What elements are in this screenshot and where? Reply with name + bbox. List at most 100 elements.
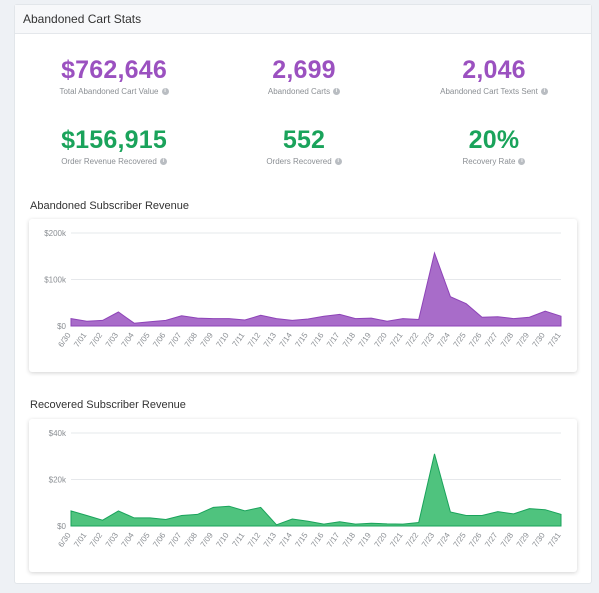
x-tick-label: 7/22 xyxy=(404,531,421,549)
x-tick-label: 7/01 xyxy=(72,531,89,549)
x-tick-label: 7/06 xyxy=(151,531,168,549)
x-tick-label: 7/05 xyxy=(135,531,152,549)
recovered-revenue-title: Recovered Subscriber Revenue xyxy=(30,399,186,411)
abandoned-revenue-chart-card: $0 $100k $200k 6/30 7/01 7/02 7/03 7/04 7/05 7/06… xyxy=(29,219,577,372)
x-tick-label: 7/03 xyxy=(104,531,121,549)
x-tick-label: 7/18 xyxy=(341,331,358,349)
stat-total-abandoned-cart-value: $762,646 Total Abandoned Cart Value i xyxy=(19,56,209,96)
info-icon[interactable]: i xyxy=(540,88,548,96)
x-tick-label: 6/30 xyxy=(56,331,73,349)
x-tick-label: 7/26 xyxy=(467,331,484,349)
x-tick-label: 7/23 xyxy=(420,331,437,349)
info-icon[interactable]: i xyxy=(518,158,526,166)
x-tick-label: 7/17 xyxy=(325,531,342,549)
x-tick-label: 7/26 xyxy=(467,531,484,549)
x-tick-label: 7/02 xyxy=(88,531,105,549)
x-tick-label: 7/31 xyxy=(546,331,563,349)
x-tick-label: 7/29 xyxy=(515,331,532,349)
y-tick-label: $100k xyxy=(44,276,67,285)
x-tick-label: 7/12 xyxy=(246,531,263,549)
x-tick-label: 7/27 xyxy=(483,331,500,349)
recovered-revenue-chart-card: $0 $20k $40k 6/30 7/01 7/02 7/03 7/04 7/05 7/06 7/… xyxy=(29,419,577,572)
stat-value: $156,915 xyxy=(61,126,167,154)
y-tick-label: $200k xyxy=(44,229,67,238)
x-tick-label: 7/09 xyxy=(199,531,216,549)
x-tick-label: 7/13 xyxy=(262,531,279,549)
series-area xyxy=(70,251,562,327)
x-tick-label: 7/16 xyxy=(309,531,326,549)
stat-value: 2,699 xyxy=(272,56,336,84)
y-tick-label: $40k xyxy=(49,429,67,438)
x-tick-label: 7/03 xyxy=(104,331,121,349)
x-tick-label: 7/08 xyxy=(183,531,200,549)
stat-label: Abandoned Carts i xyxy=(209,87,399,96)
panel-title: Abandoned Cart Stats xyxy=(15,5,591,34)
stat-value: $762,646 xyxy=(61,56,167,84)
x-tick-label: 7/14 xyxy=(278,531,295,549)
abandoned-revenue-chart: $0 $100k $200k 6/30 7/01 7/02 7/03 7/04 7/05 7/06… xyxy=(44,229,563,349)
stat-label: Abandoned Cart Texts Sent i xyxy=(399,87,589,96)
stat-order-revenue-recovered: $156,915 Order Revenue Recovered i xyxy=(19,126,209,166)
stat-value: 20% xyxy=(468,126,520,154)
x-tick-label: 7/04 xyxy=(120,531,137,549)
x-tick-label: 7/01 xyxy=(72,331,89,349)
x-tick-label: 7/11 xyxy=(231,331,247,349)
x-tick-label: 7/24 xyxy=(436,331,453,349)
x-tick-label: 7/27 xyxy=(483,531,500,549)
x-tick-label: 7/09 xyxy=(199,331,216,349)
x-tick-label: 7/21 xyxy=(388,531,405,549)
x-tick-label: 7/19 xyxy=(357,331,374,349)
x-tick-label: 7/12 xyxy=(246,331,263,349)
info-icon[interactable]: i xyxy=(161,88,169,96)
x-tick-label: 7/15 xyxy=(293,331,310,349)
x-tick-label: 7/30 xyxy=(531,331,548,349)
x-tick-label: 7/07 xyxy=(167,331,184,349)
stat-abandoned-carts: 2,699 Abandoned Carts i xyxy=(209,56,399,96)
abandoned-cart-stats-panel: Abandoned Cart Stats $762,646 Total Aban… xyxy=(14,4,592,584)
x-tick-label: 7/02 xyxy=(88,331,105,349)
x-tick-label: 7/10 xyxy=(214,531,231,549)
stat-label: Order Revenue Recovered i xyxy=(19,157,209,166)
abandoned-revenue-title: Abandoned Subscriber Revenue xyxy=(30,200,190,212)
stat-value: 2,046 xyxy=(462,56,526,84)
stat-value: 552 xyxy=(282,126,326,154)
x-tick-label: 7/28 xyxy=(499,531,516,549)
x-tick-label: 7/19 xyxy=(357,531,374,549)
x-tick-label: 7/25 xyxy=(451,531,468,549)
stat-label: Recovery Rate i xyxy=(399,157,589,166)
x-tick-label: 7/24 xyxy=(436,531,453,549)
info-icon[interactable]: i xyxy=(333,88,341,96)
x-tick-label: 7/21 xyxy=(388,331,405,349)
x-tick-label: 7/07 xyxy=(167,531,184,549)
x-tick-label: 7/13 xyxy=(262,331,279,349)
y-tick-label: $20k xyxy=(49,476,67,485)
x-tick-label: 7/11 xyxy=(231,531,247,549)
stat-recovery-rate: 20% Recovery Rate i xyxy=(399,126,589,166)
x-tick-label: 7/31 xyxy=(546,531,563,549)
stat-label: Total Abandoned Cart Value i xyxy=(19,87,209,96)
x-tick-label: 6/30 xyxy=(56,531,73,549)
x-tick-label: 7/14 xyxy=(278,331,295,349)
info-icon[interactable]: i xyxy=(159,158,167,166)
x-tick-label: 7/22 xyxy=(404,331,421,349)
x-tick-label: 7/25 xyxy=(451,331,468,349)
x-tick-label: 7/20 xyxy=(372,531,389,549)
x-tick-label: 7/29 xyxy=(515,531,532,549)
x-tick-label: 7/28 xyxy=(499,331,516,349)
x-tick-label: 7/16 xyxy=(309,331,326,349)
x-tick-label: 7/06 xyxy=(151,331,168,349)
x-tick-label: 7/04 xyxy=(120,331,137,349)
x-tick-label: 7/20 xyxy=(372,331,389,349)
x-tick-label: 7/17 xyxy=(325,331,342,349)
x-tick-label: 7/08 xyxy=(183,331,200,349)
stat-orders-recovered: 552 Orders Recovered i xyxy=(209,126,399,166)
x-tick-label: 7/23 xyxy=(420,531,437,549)
x-tick-label: 7/15 xyxy=(293,531,310,549)
info-icon[interactable]: i xyxy=(334,158,342,166)
series-area xyxy=(70,453,562,527)
x-tick-label: 7/05 xyxy=(135,331,152,349)
x-tick-label: 7/18 xyxy=(341,531,358,549)
x-tick-label: 7/30 xyxy=(531,531,548,549)
y-tick-label: $0 xyxy=(57,322,66,331)
